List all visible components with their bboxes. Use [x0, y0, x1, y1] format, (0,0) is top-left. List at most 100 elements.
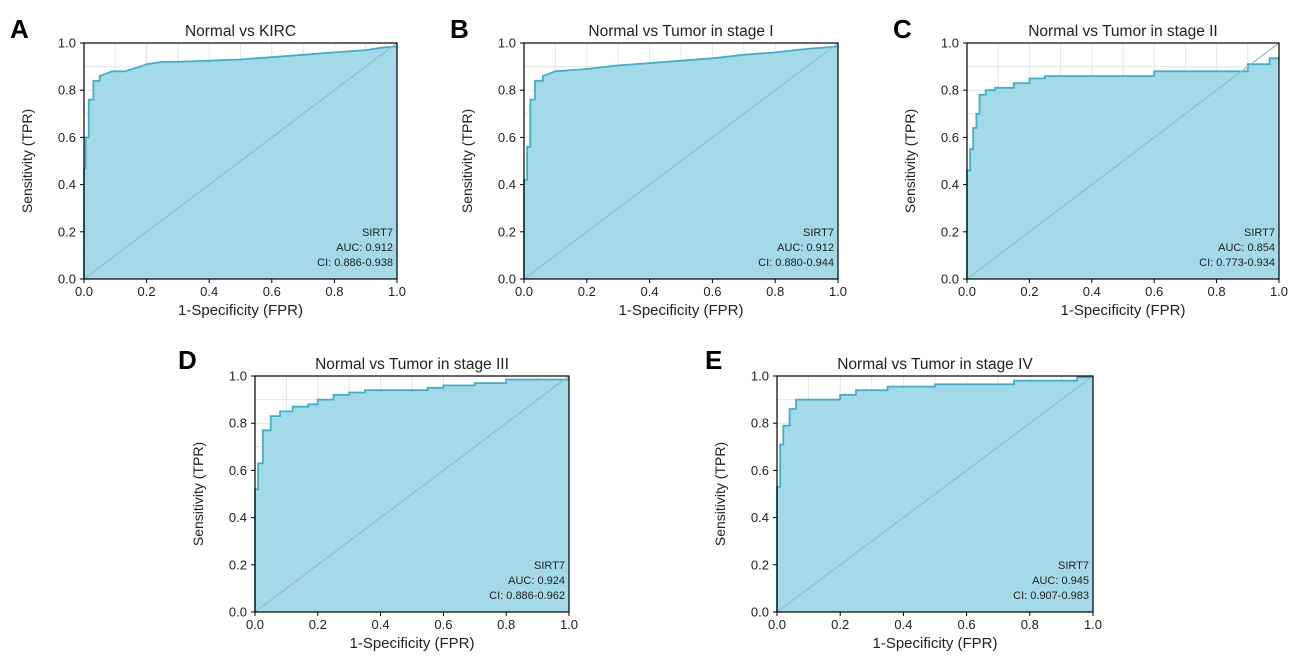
y-tick-label: 0.4: [751, 510, 769, 525]
x-tick-label: 1.0: [829, 284, 847, 299]
panel-letter: C: [893, 14, 912, 44]
legend-series-name: SIRT7: [1244, 227, 1275, 239]
x-axis-label: 1-Specificity (FPR): [872, 635, 997, 652]
x-tick-label: 0.8: [766, 284, 784, 299]
roc-panel-b: B Normal vs Tumor in stage I 0.0 0.2 0.4 0.6 0…: [450, 14, 847, 319]
panel-letter: B: [450, 14, 469, 44]
x-tick-label: 1.0: [388, 284, 406, 299]
reference-diagonal: [523, 42, 839, 280]
panel-letter: A: [10, 14, 29, 44]
roc-curve: [776, 376, 1093, 612]
y-axis-label: Sensitivity (TPR): [712, 442, 728, 546]
roc-panel-c: C Normal vs Tumor in stage II 0.0 0.2 0.4 0.6…: [893, 14, 1288, 319]
y-tick-label: 0.8: [498, 83, 516, 98]
auc-label: AUC: 0.912: [336, 242, 393, 254]
roc-panel-d: D Normal vs Tumor in stage III 0.0 0.2 0.4 0.…: [178, 345, 578, 652]
y-axis-label: Sensitivity (TPR): [459, 109, 475, 213]
y-tick-label: 0.0: [229, 605, 247, 620]
y-tick-label: 0.6: [58, 130, 76, 145]
x-axis-label: 1-Specificity (FPR): [349, 635, 474, 652]
plot-frame: [523, 42, 839, 280]
x-tick-label: 0.8: [325, 284, 343, 299]
roc-curve: [83, 45, 398, 279]
x-tick-label: 0.2: [578, 284, 596, 299]
x-axis-label: 1-Specificity (FPR): [178, 302, 303, 319]
y-tick-label: 0.2: [229, 557, 247, 572]
x-axis-label: 1-Specificity (FPR): [1060, 302, 1185, 319]
plot-frame: [83, 42, 398, 280]
auc-label: AUC: 0.854: [1218, 242, 1275, 254]
x-tick-label: 0.6: [434, 617, 452, 632]
y-tick-label: 0.4: [498, 177, 516, 192]
y-tick-label: 1.0: [498, 36, 516, 51]
chart-title: Normal vs Tumor in stage III: [315, 356, 509, 373]
y-tick-label: 0.0: [58, 272, 76, 287]
y-tick-label: 0.6: [751, 463, 769, 478]
x-tick-label: 0.2: [831, 617, 849, 632]
ci-label: CI: 0.886-0.962: [489, 590, 565, 602]
roc-curve: [523, 45, 839, 279]
y-tick-label: 0.8: [941, 83, 959, 98]
y-tick-label: 0.2: [498, 224, 516, 239]
x-tick-label: 0.4: [641, 284, 659, 299]
roc-area: [967, 58, 1279, 279]
plot-frame: [776, 375, 1094, 613]
roc-curve: [966, 57, 1279, 279]
y-tick-label: 0.8: [229, 416, 247, 431]
ci-label: CI: 0.773-0.934: [1199, 257, 1275, 269]
auc-label: AUC: 0.912: [777, 242, 834, 254]
roc-area: [255, 379, 569, 612]
y-tick-label: 1.0: [751, 369, 769, 384]
auc-label: AUC: 0.945: [1032, 575, 1089, 587]
reference-diagonal: [83, 42, 398, 280]
y-tick-label: 0.2: [58, 224, 76, 239]
y-tick-label: 1.0: [941, 36, 959, 51]
ci-label: CI: 0.886-0.938: [317, 257, 393, 269]
roc-curve: [254, 378, 569, 612]
y-axis-label: Sensitivity (TPR): [19, 109, 35, 213]
chart-title: Normal vs Tumor in stage IV: [837, 356, 1033, 373]
panel-letter: D: [178, 345, 197, 375]
y-tick-label: 0.6: [941, 130, 959, 145]
x-tick-label: 0.4: [372, 617, 390, 632]
y-tick-label: 0.6: [229, 463, 247, 478]
roc-panel-e: E Normal vs Tumor in stage IV 0.0 0.2 0.4 0.6…: [705, 345, 1102, 652]
y-tick-label: 0.0: [751, 605, 769, 620]
x-tick-label: 1.0: [1084, 617, 1102, 632]
x-axis-label: 1-Specificity (FPR): [618, 302, 743, 319]
legend-series-name: SIRT7: [1058, 560, 1089, 572]
y-tick-label: 1.0: [229, 369, 247, 384]
roc-area: [524, 46, 838, 279]
x-tick-label: 0.6: [703, 284, 721, 299]
x-tick-label: 0.0: [515, 284, 533, 299]
y-axis-label: Sensitivity (TPR): [902, 109, 918, 213]
x-tick-label: 1.0: [1270, 284, 1288, 299]
plot-frame: [966, 42, 1280, 280]
y-tick-label: 0.4: [229, 510, 247, 525]
x-tick-label: 0.0: [75, 284, 93, 299]
x-tick-label: 0.6: [958, 617, 976, 632]
plot-frame: [254, 375, 570, 613]
chart-title: Normal vs Tumor in stage II: [1028, 23, 1218, 40]
reference-diagonal: [776, 375, 1094, 613]
y-axis-label: Sensitivity (TPR): [190, 442, 206, 546]
y-tick-label: 0.8: [58, 83, 76, 98]
auc-label: AUC: 0.924: [508, 575, 565, 587]
y-tick-label: 1.0: [58, 36, 76, 51]
y-tick-label: 0.4: [941, 177, 959, 192]
x-tick-label: 0.4: [1083, 284, 1101, 299]
y-tick-label: 0.6: [498, 130, 516, 145]
roc-panel-a: A Normal vs KIRC 0.0 0.2 0.4 0.6 0.8 1.0 0.0 0.2 0…: [10, 14, 406, 319]
legend-series-name: SIRT7: [534, 560, 565, 572]
y-tick-label: 0.2: [751, 557, 769, 572]
x-tick-label: 0.2: [1020, 284, 1038, 299]
y-tick-label: 0.8: [751, 416, 769, 431]
x-tick-label: 0.2: [138, 284, 156, 299]
y-tick-label: 0.2: [941, 224, 959, 239]
reference-diagonal: [254, 375, 570, 613]
x-tick-label: 0.0: [768, 617, 786, 632]
x-tick-label: 0.4: [894, 617, 912, 632]
x-tick-label: 0.8: [1208, 284, 1226, 299]
x-tick-label: 0.4: [200, 284, 218, 299]
